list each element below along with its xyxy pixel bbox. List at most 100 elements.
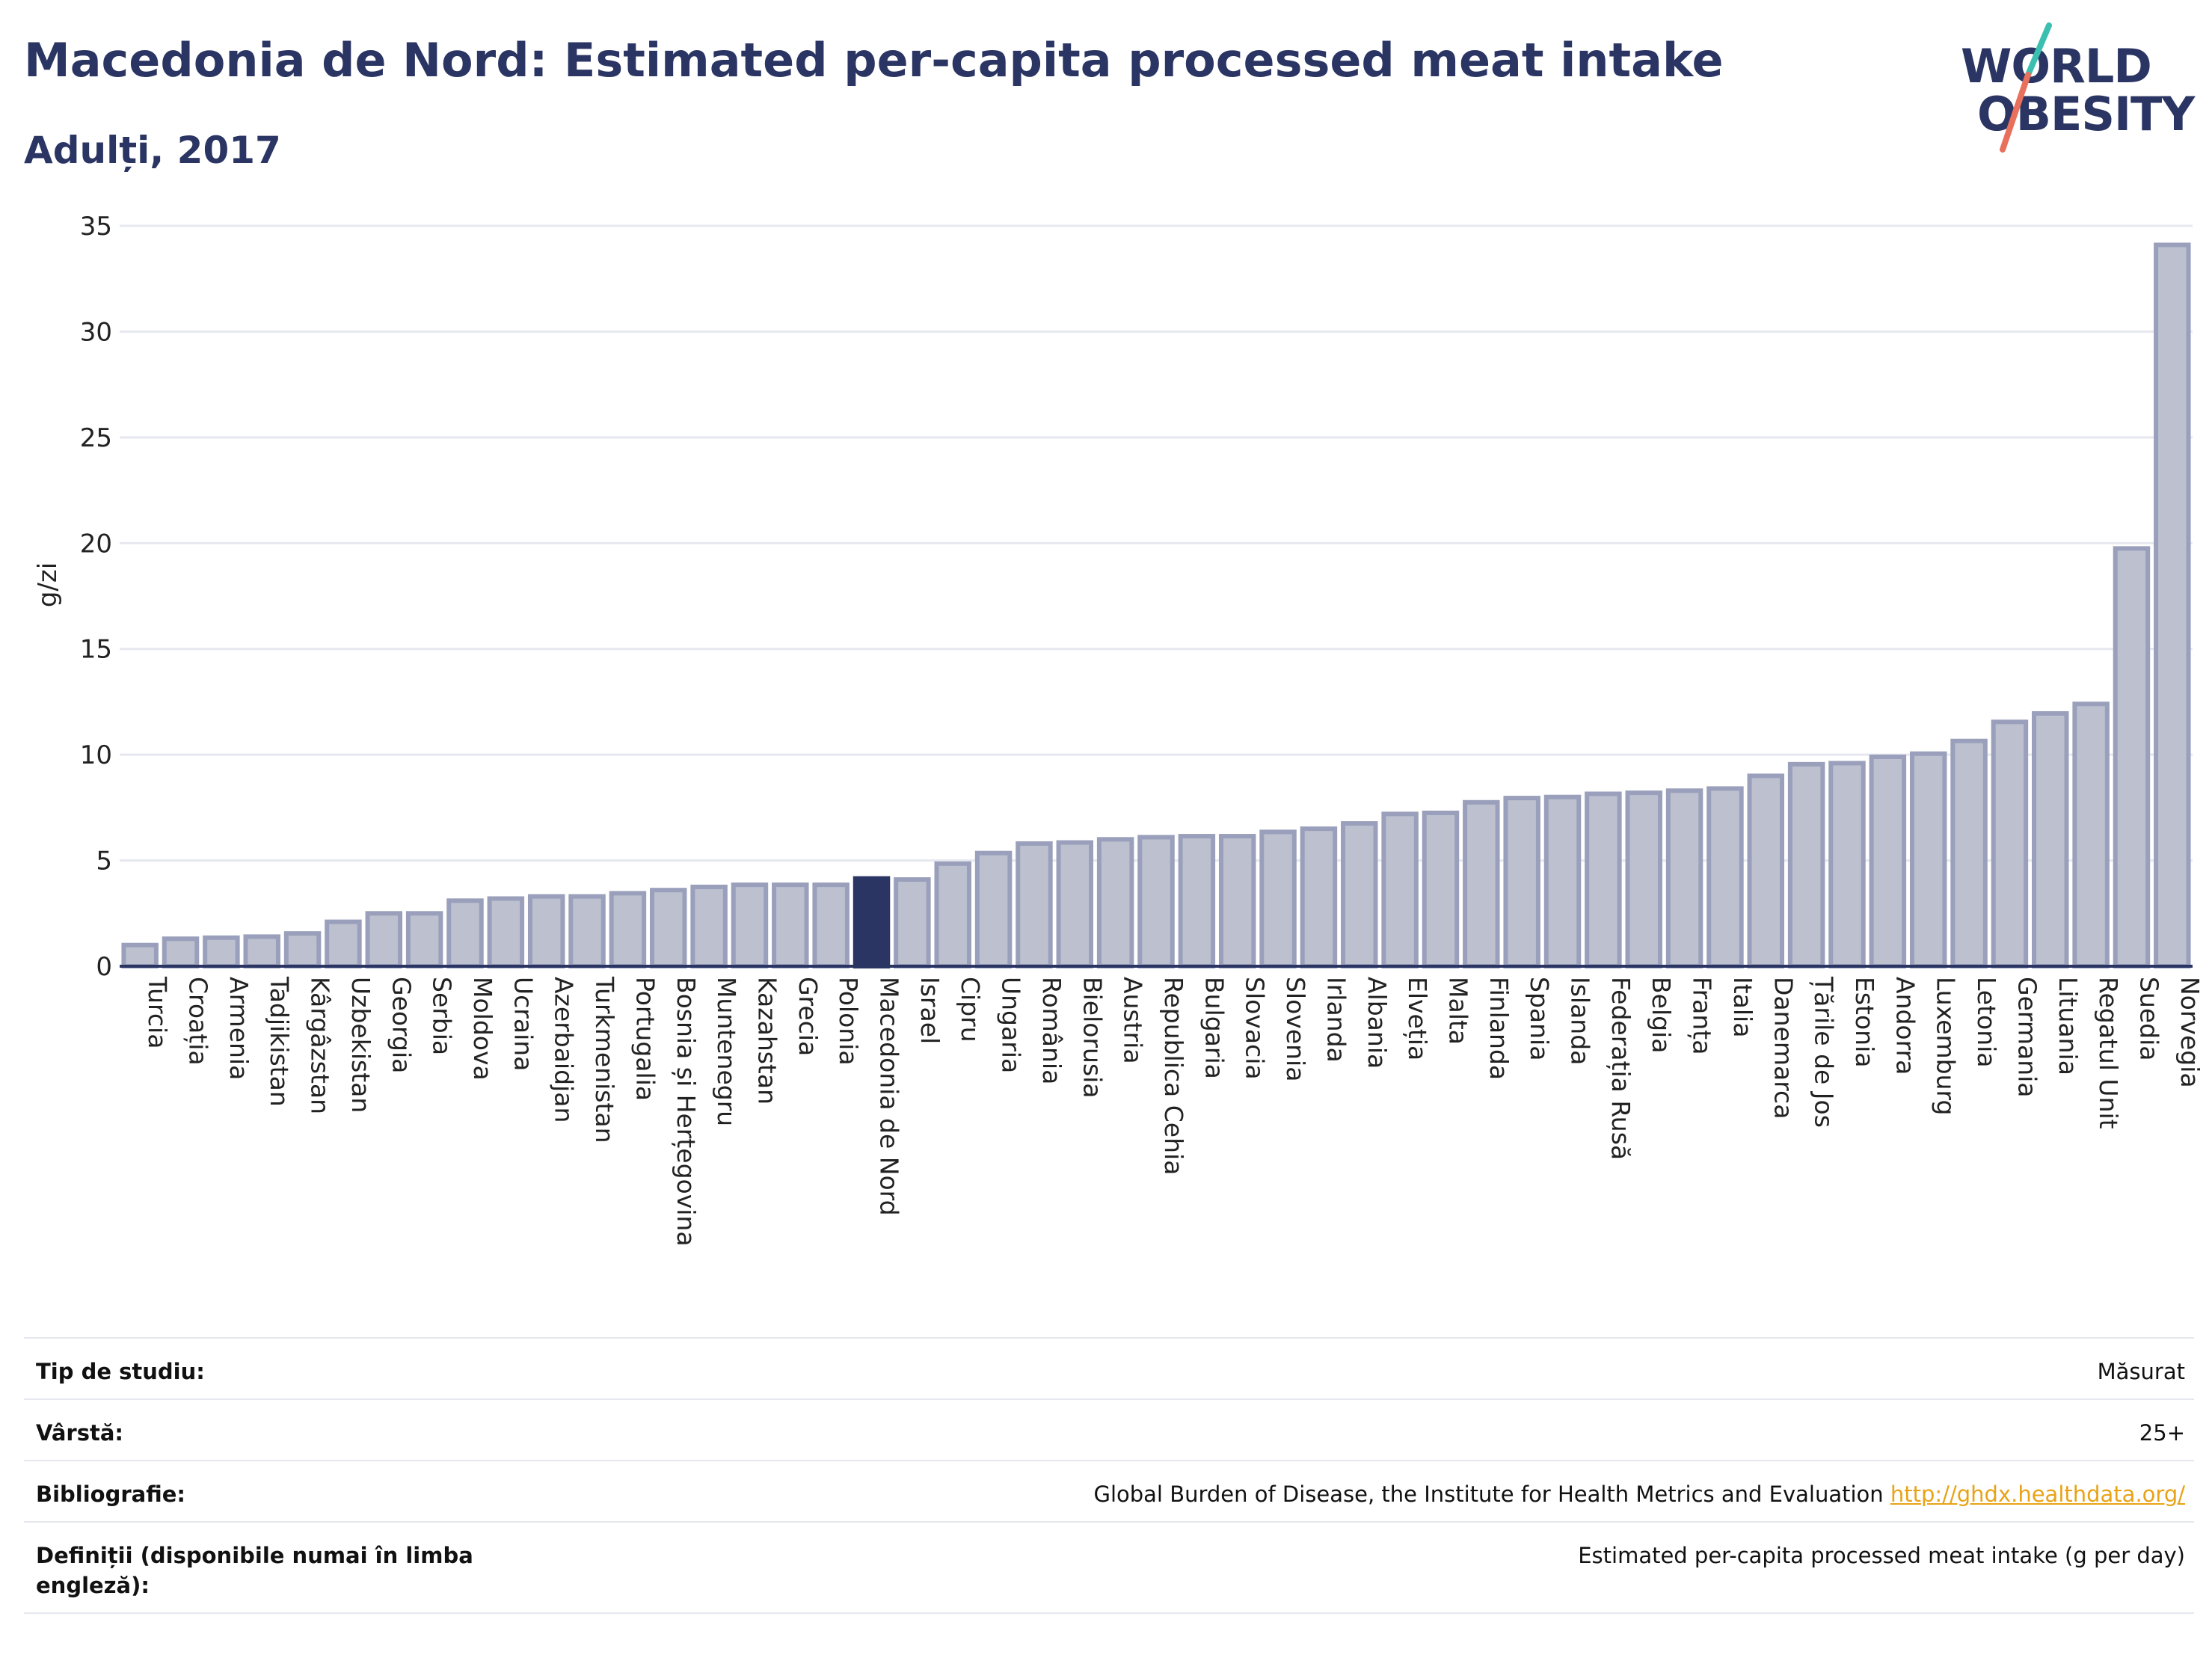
bar[interactable] xyxy=(1787,761,1825,968)
y-tick-label: 15 xyxy=(80,635,112,665)
y-tick-label: 30 xyxy=(80,317,112,347)
bar[interactable] xyxy=(772,882,809,968)
x-tick-label: Estonia xyxy=(1850,977,1879,1067)
x-tick-label: Muntenegru xyxy=(712,977,741,1126)
bar[interactable] xyxy=(1016,841,1053,969)
bar[interactable] xyxy=(405,911,443,969)
bar[interactable] xyxy=(1503,796,1540,968)
bar[interactable] xyxy=(1625,790,1662,968)
x-tick-label: Malta xyxy=(1443,977,1472,1045)
bibliography-text: Global Burden of Disease, the Institute … xyxy=(1093,1481,1884,1507)
x-tick-label: Ucraina xyxy=(509,977,538,1071)
logo-slash-icon xyxy=(2000,22,2052,153)
x-tick-label: Croația xyxy=(183,977,213,1066)
chart-title: Macedonia de Nord: Estimated per-capita … xyxy=(24,33,1724,87)
x-tick-label: Tadjikistan xyxy=(265,976,294,1107)
bar[interactable] xyxy=(1747,773,1785,969)
bar[interactable] xyxy=(283,931,322,968)
bar[interactable] xyxy=(1259,829,1297,969)
bar[interactable] xyxy=(731,882,769,968)
bar[interactable] xyxy=(1300,826,1338,968)
y-axis-label: g/zi xyxy=(33,562,63,607)
x-tick-label: Republica Cehia xyxy=(1159,977,1188,1175)
info-row-age: Vârstă: 25+ xyxy=(24,1398,2194,1460)
bar[interactable] xyxy=(1909,751,1947,968)
bars xyxy=(121,242,2191,969)
bar[interactable] xyxy=(243,934,280,969)
bar[interactable] xyxy=(1137,835,1175,969)
x-tick-label: Israel xyxy=(915,977,944,1044)
x-tick-label: Armenia xyxy=(224,977,254,1080)
x-tick-label: Kârgâzstan xyxy=(306,977,335,1114)
x-tick-label: Regatul Unit xyxy=(2094,977,2123,1129)
bar[interactable] xyxy=(1218,834,1256,968)
bar[interactable] xyxy=(1056,840,1094,968)
bar[interactable] xyxy=(568,894,606,968)
bar[interactable] xyxy=(894,877,931,968)
bar[interactable] xyxy=(934,861,971,969)
bar[interactable] xyxy=(2032,710,2069,968)
x-tick-label: Andorra xyxy=(1890,977,1920,1075)
bar[interactable] xyxy=(2154,242,2191,968)
bar[interactable] xyxy=(162,936,200,968)
x-tick-label: Moldova xyxy=(468,977,497,1081)
bar[interactable] xyxy=(487,896,525,968)
bar[interactable] xyxy=(203,935,240,969)
world-obesity-logo[interactable]: WORLD OBESITY xyxy=(1952,22,2199,157)
bar[interactable] xyxy=(1706,786,1744,969)
bar[interactable] xyxy=(650,888,687,968)
info-label: Vârstă: xyxy=(36,1420,124,1446)
x-tick-label: Georgia xyxy=(387,977,416,1073)
bar[interactable] xyxy=(1665,788,1703,968)
bar[interactable] xyxy=(1381,811,1419,969)
x-tick-label: Luxemburg xyxy=(1932,977,1961,1115)
info-row-bibliography: Bibliografie: Global Burden of Disease, … xyxy=(24,1460,2194,1521)
x-tick-label: Serbia xyxy=(428,977,457,1055)
bar[interactable] xyxy=(1950,738,1988,968)
bar[interactable] xyxy=(1096,837,1134,969)
info-row-study-type: Tip de studiu: Măsurat xyxy=(24,1337,2194,1398)
bar[interactable] xyxy=(1543,794,1582,968)
bar[interactable] xyxy=(1178,834,1216,968)
x-tick-label: Letonia xyxy=(1972,977,2001,1068)
bar[interactable] xyxy=(1341,821,1378,968)
x-tick-label: Cipru xyxy=(956,977,985,1043)
bibliography-link[interactable]: http://ghdx.healthdata.org/ xyxy=(1890,1481,2185,1507)
y-tick-label: 35 xyxy=(80,212,112,242)
y-tick-label: 10 xyxy=(80,740,112,770)
info-value: Estimated per-capita processed meat inta… xyxy=(1578,1543,2185,1568)
bar[interactable] xyxy=(609,891,647,969)
bar[interactable] xyxy=(974,850,1013,968)
x-tick-label: Kazahstan xyxy=(752,977,781,1105)
bar-highlighted[interactable] xyxy=(852,876,891,968)
bar[interactable] xyxy=(365,911,403,969)
logo-slash-teal xyxy=(2025,22,2052,78)
logo-slash-coral xyxy=(2000,72,2031,153)
bar[interactable] xyxy=(1585,791,1622,968)
bar[interactable] xyxy=(1422,810,1460,969)
bar[interactable] xyxy=(446,898,484,969)
bar-chart: 0 5 10 15 20 25 30 35 Turcia Croația Armenia Tadji… xyxy=(33,212,2205,1247)
x-tick-label: Irlanda xyxy=(1321,977,1351,1063)
info-table: Tip de studiu: Măsurat Vârstă: 25+ Bibli… xyxy=(24,1337,2194,1614)
bar[interactable] xyxy=(325,919,362,968)
x-tick-label: Albania xyxy=(1362,977,1392,1069)
x-tick-label: Slovenia xyxy=(1281,977,1310,1081)
bar[interactable] xyxy=(2072,701,2110,968)
x-tick-label: Suedia xyxy=(2134,977,2163,1061)
x-tick-label: Portugalia xyxy=(630,977,660,1101)
info-value: 25+ xyxy=(2139,1420,2185,1446)
x-tick-label: Spania xyxy=(1525,977,1554,1060)
bar[interactable] xyxy=(121,942,159,968)
bar[interactable] xyxy=(1991,719,2029,968)
bar[interactable] xyxy=(1869,754,1907,968)
bar[interactable] xyxy=(527,894,565,968)
bar[interactable] xyxy=(2113,546,2151,968)
info-value-bibliography: Global Burden of Disease, the Institute … xyxy=(1093,1461,2194,1509)
x-tick-label: Austria xyxy=(1119,977,1148,1064)
x-tick-label: Ungaria xyxy=(997,977,1026,1073)
bar[interactable] xyxy=(1463,799,1500,969)
bar[interactable] xyxy=(812,882,850,968)
bar[interactable] xyxy=(690,884,728,969)
bar[interactable] xyxy=(1828,761,1866,968)
